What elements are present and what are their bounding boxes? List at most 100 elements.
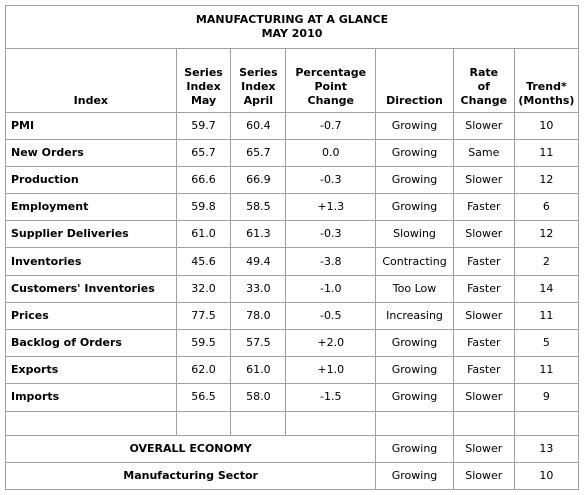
change-value: +1.3 bbox=[285, 193, 377, 222]
header-line: Series bbox=[184, 65, 223, 79]
blank-cell bbox=[175, 410, 232, 436]
direction-value: Growing bbox=[375, 165, 454, 195]
direction-value: Growing bbox=[375, 383, 454, 412]
direction-value: Growing bbox=[375, 328, 454, 358]
trend-value: 13 bbox=[513, 434, 580, 463]
direction-value: Growing bbox=[375, 193, 454, 222]
index-name: Production bbox=[5, 165, 177, 195]
table-row: New Orders 65.7 65.7 0.0 Growing Same 11 bbox=[5, 138, 580, 167]
series-may-value: 62.0 bbox=[175, 356, 232, 385]
change-value: -0.3 bbox=[285, 220, 377, 249]
change-value: -0.5 bbox=[285, 301, 377, 331]
header-line: Change bbox=[307, 93, 355, 107]
direction-value: Growing bbox=[375, 138, 454, 167]
series-may-value: 32.0 bbox=[175, 274, 232, 303]
header-pct-change: Percentage Point Change bbox=[285, 47, 377, 113]
table-row: Prices 77.5 78.0 -0.5 Increasing Slower … bbox=[5, 301, 580, 331]
series-april-value: 49.4 bbox=[230, 247, 287, 276]
blank-cell bbox=[285, 410, 377, 436]
header-line: Index bbox=[241, 79, 276, 93]
index-name: Imports bbox=[5, 383, 177, 412]
rate-value: Slower bbox=[452, 111, 515, 140]
series-may-value: 45.6 bbox=[175, 247, 232, 276]
index-name: New Orders bbox=[5, 138, 177, 167]
header-line: Percentage bbox=[295, 65, 367, 79]
rate-value: Faster bbox=[452, 356, 515, 385]
rate-value: Faster bbox=[452, 274, 515, 303]
header-series-april: Series Index April bbox=[230, 47, 287, 113]
trend-value: 14 bbox=[513, 274, 580, 303]
summary-label: OVERALL ECONOMY bbox=[4, 434, 377, 463]
trend-value: 9 bbox=[513, 383, 580, 412]
blank-cell bbox=[230, 410, 287, 436]
table-row: Employment 59.8 58.5 +1.3 Growing Faster… bbox=[5, 193, 580, 222]
header-series-may: Series Index May bbox=[175, 47, 232, 113]
direction-value: Increasing bbox=[375, 301, 454, 331]
change-value: +2.0 bbox=[285, 328, 377, 358]
trend-value: 10 bbox=[513, 461, 580, 491]
index-name: Exports bbox=[5, 356, 177, 385]
series-may-value: 59.7 bbox=[175, 111, 232, 140]
header-line: Series bbox=[239, 65, 278, 79]
table-row: Inventories 45.6 49.4 -3.8 Contracting F… bbox=[5, 247, 580, 276]
series-may-value: 59.5 bbox=[175, 328, 232, 358]
series-april-value: 57.5 bbox=[230, 328, 287, 358]
title-line-2: MAY 2010 bbox=[261, 26, 323, 40]
series-may-value: 66.6 bbox=[175, 165, 232, 195]
index-name: Inventories bbox=[5, 247, 177, 276]
table-row: Exports 62.0 61.0 +1.0 Growing Faster 11 bbox=[5, 356, 580, 385]
title-line-1: MANUFACTURING AT A GLANCE bbox=[195, 12, 389, 26]
series-may-value: 77.5 bbox=[175, 301, 232, 331]
header-rate: Rate of Change bbox=[452, 47, 515, 113]
change-value: -1.0 bbox=[285, 274, 377, 303]
header-line: Change bbox=[460, 93, 508, 107]
header-index: Index bbox=[5, 47, 177, 113]
trend-value: 11 bbox=[513, 356, 580, 385]
header-line: Point bbox=[314, 79, 347, 93]
series-may-value: 56.5 bbox=[175, 383, 232, 412]
rate-value: Faster bbox=[452, 193, 515, 222]
header-row: Index Series Index May Series Index Apri… bbox=[5, 47, 580, 113]
series-april-value: 61.0 bbox=[230, 356, 287, 385]
rate-value: Faster bbox=[452, 328, 515, 358]
direction-value: Too Low bbox=[375, 274, 454, 303]
series-april-value: 66.9 bbox=[230, 165, 287, 195]
rate-value: Slower bbox=[452, 301, 515, 331]
header-line: Trend* bbox=[526, 79, 567, 93]
trend-value: 11 bbox=[513, 301, 580, 331]
series-april-value: 65.7 bbox=[230, 138, 287, 167]
rate-value: Slower bbox=[452, 461, 515, 491]
blank-cell bbox=[513, 410, 580, 436]
change-value: 0.0 bbox=[285, 138, 377, 167]
manufacturing-table: MANUFACTURING AT A GLANCE MAY 2010 Index… bbox=[4, 5, 580, 491]
trend-value: 12 bbox=[513, 165, 580, 195]
change-value: -0.3 bbox=[285, 165, 377, 195]
header-line: April bbox=[243, 93, 274, 107]
series-april-value: 61.3 bbox=[230, 220, 287, 249]
rate-value: Same bbox=[452, 138, 515, 167]
rate-value: Slower bbox=[452, 434, 515, 463]
header-line: May bbox=[190, 93, 217, 107]
rate-value: Slower bbox=[452, 220, 515, 249]
direction-value: Contracting bbox=[375, 247, 454, 276]
rate-value: Slower bbox=[452, 165, 515, 195]
blank-row bbox=[5, 410, 580, 436]
direction-value: Slowing bbox=[375, 220, 454, 249]
index-name: Employment bbox=[5, 193, 177, 222]
trend-value: 12 bbox=[513, 220, 580, 249]
table-row: Supplier Deliveries 61.0 61.3 -0.3 Slowi… bbox=[5, 220, 580, 249]
table-row: Backlog of Orders 59.5 57.5 +2.0 Growing… bbox=[5, 328, 580, 358]
blank-cell bbox=[452, 410, 515, 436]
table-row: Production 66.6 66.9 -0.3 Growing Slower… bbox=[5, 165, 580, 195]
series-may-value: 61.0 bbox=[175, 220, 232, 249]
index-name: Backlog of Orders bbox=[5, 328, 177, 358]
index-name: Customers' Inventories bbox=[5, 274, 177, 303]
trend-value: 10 bbox=[513, 111, 580, 140]
index-name: Supplier Deliveries bbox=[5, 220, 177, 249]
series-april-value: 60.4 bbox=[230, 111, 287, 140]
direction-value: Growing bbox=[375, 461, 454, 491]
index-name: Prices bbox=[5, 301, 177, 331]
summary-row: OVERALL ECONOMY Growing Slower 13 bbox=[4, 434, 580, 463]
series-april-value: 33.0 bbox=[230, 274, 287, 303]
direction-value: Growing bbox=[375, 356, 454, 385]
